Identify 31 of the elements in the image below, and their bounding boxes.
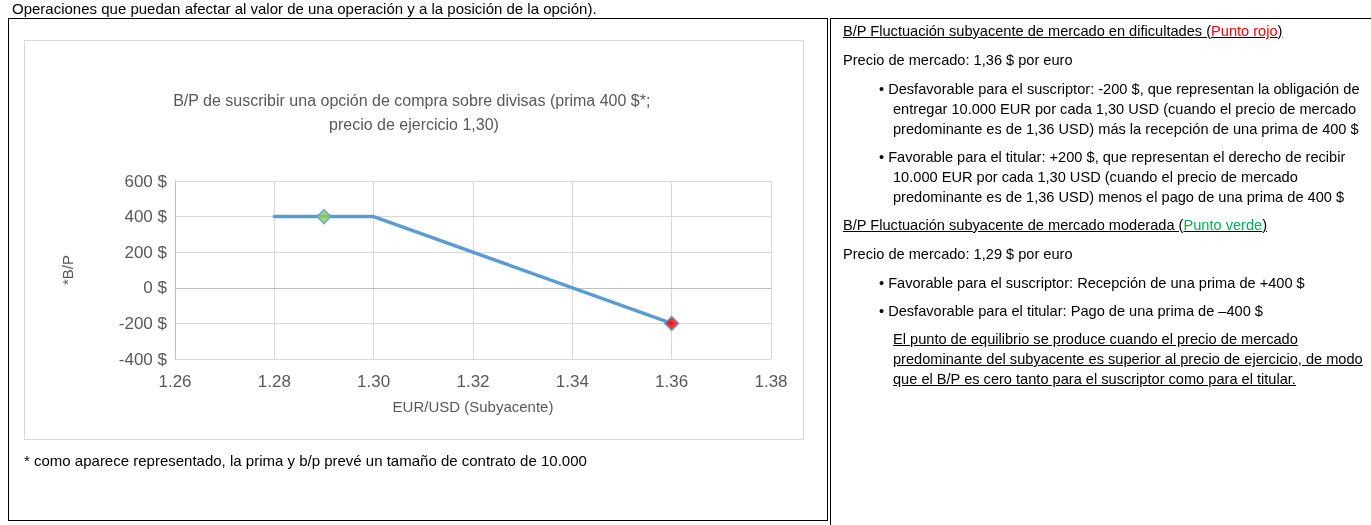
text: • Desfavorable para el suscriptor: -200 $, que representan la obligación de entregar 10.000 EUR por cada 1,30 USD (cuando el precio de mercado predominante es de 1,36 USD) más la recepción de una prima de 400 $ [879, 80, 1361, 139]
x-tick-label: 1.28 [257, 372, 291, 391]
y-tick-label: 400 $ [124, 207, 168, 227]
text: El punto de equilibrio se produce cuando el precio de mercado predominante del subyacente es superior al precio de ejercicio, de modo que el B/P es cero tanto para el suscriptor como para el titular. [893, 330, 1364, 389]
y-axis-title: *B/P [59, 254, 76, 286]
y-tick-label: -200 $ [118, 313, 168, 333]
text: • Favorable para el titular: +200 $, que representan el derecho de recibir 10.000 EUR por cada 1,30 USD (cuando el precio de mercado predominante es de 1,36 USD) menos el pago de una prima de 400 $ [879, 148, 1347, 207]
y-tick-label: -400 $ [118, 349, 168, 369]
text: * como aparece representado, la prima y b/p prevé un tamaño de contrato de 10.000 [24, 452, 587, 469]
text: Punto verde [1183, 217, 1263, 233]
y-tick-label: 600 $ [124, 171, 168, 191]
text: • Desfavorable para el titular: Pago de una prima de –400 $ [879, 302, 1264, 321]
text: B/P Fluctuación subyacente de mercado moderada ( [843, 217, 1184, 233]
x-tick-label: 1.36 [655, 372, 689, 391]
text: B/P Fluctuación subyacente de mercado en dificultades ( [843, 23, 1212, 39]
text: Precio de mercado: 1,36 $ por euro [843, 51, 1074, 70]
x-tick-label: 1.26 [158, 372, 192, 391]
text: ) [1277, 23, 1283, 39]
y-tick-label: 200 $ [124, 242, 168, 262]
text: Punto rojo [1211, 23, 1278, 39]
text: Operaciones que puedan afectar al valor de una operación y a la posición de la opción). [12, 0, 597, 17]
x-tick-label: 1.32 [456, 372, 490, 391]
x-axis-title: EUR/USD (Subyacente) [392, 398, 554, 415]
chart-title: B/P de suscribir una opción de compra sobre divisas (prima 400 $*; precio de ejercicio 1,30) [173, 91, 655, 133]
x-tick-label: 1.30 [357, 372, 391, 391]
x-tick-label: 1.38 [754, 372, 788, 391]
x-tick-label: 1.34 [555, 372, 589, 391]
text: Precio de mercado: 1,29 $ por euro [843, 245, 1074, 264]
y-tick-label: 0 $ [143, 278, 168, 298]
text: • Favorable para el suscriptor: Recepción de una prima de +400 $ [879, 274, 1306, 293]
text: ) [1262, 217, 1268, 233]
